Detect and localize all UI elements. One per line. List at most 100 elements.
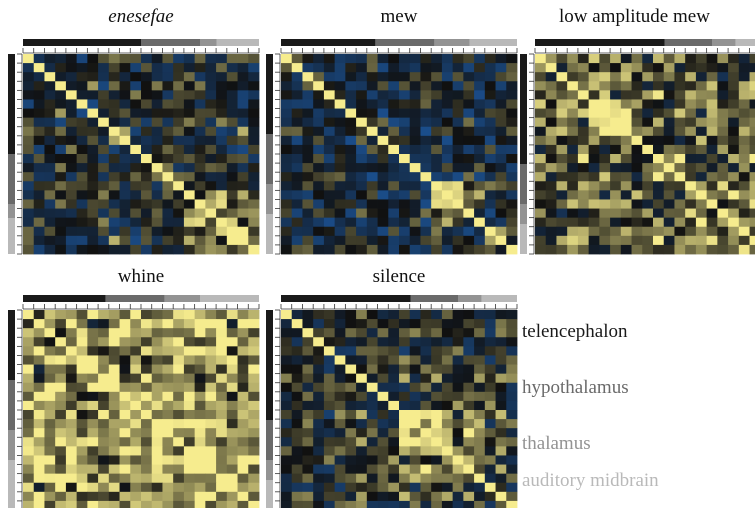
heatmap-cell bbox=[313, 90, 325, 100]
heatmap-cell bbox=[183, 99, 196, 109]
heatmap-cell bbox=[474, 199, 486, 209]
heatmap-cell bbox=[141, 446, 153, 456]
heatmap-cell bbox=[495, 163, 507, 173]
heatmap-cell bbox=[663, 126, 675, 137]
heatmap-cell bbox=[366, 190, 378, 200]
heatmap-cell bbox=[599, 99, 611, 109]
heatmap-cell bbox=[377, 337, 389, 347]
heatmap-cell bbox=[545, 235, 557, 246]
heatmap-cell bbox=[216, 400, 228, 411]
heatmap-cell bbox=[23, 410, 35, 420]
heatmap-cell bbox=[345, 244, 357, 255]
heatmap-cell bbox=[366, 337, 378, 347]
heatmap-cell bbox=[323, 328, 336, 338]
heatmap-cell bbox=[237, 117, 249, 128]
heatmap-cell bbox=[388, 181, 400, 191]
heatmap-cell bbox=[119, 90, 131, 100]
heatmap-cell bbox=[226, 54, 238, 64]
heatmap-cell bbox=[76, 208, 88, 219]
heatmap-cell bbox=[653, 244, 665, 255]
heatmap-cell bbox=[474, 154, 486, 164]
heatmap-cell bbox=[377, 190, 389, 200]
heatmap-cell bbox=[441, 81, 454, 91]
heatmap-cell bbox=[377, 382, 389, 393]
heatmap-cell bbox=[749, 217, 755, 228]
legend-auditory-midbrain: auditory midbrain bbox=[522, 470, 659, 491]
heatmap-cell bbox=[151, 400, 163, 411]
heatmap-cell bbox=[345, 428, 357, 438]
heatmap-cell bbox=[388, 54, 400, 64]
heatmap-cell bbox=[567, 154, 579, 164]
heatmap-cell bbox=[162, 144, 174, 155]
heatmap-cell bbox=[535, 208, 547, 219]
heatmap-cell bbox=[685, 72, 697, 82]
heatmap-cell bbox=[506, 117, 518, 128]
heatmap-cell bbox=[356, 373, 368, 384]
heatmap-cell bbox=[194, 428, 206, 438]
heatmap-cell bbox=[248, 63, 260, 73]
heatmap-cell bbox=[76, 437, 88, 447]
heatmap-cell bbox=[484, 346, 496, 356]
heatmap-cell bbox=[484, 99, 496, 109]
heatmap-cell bbox=[194, 482, 206, 493]
heatmap-cell bbox=[226, 364, 238, 375]
heatmap-cell bbox=[183, 190, 196, 200]
heatmap-cell bbox=[356, 464, 368, 475]
heatmap-cell bbox=[706, 154, 718, 164]
heatmap-cell bbox=[685, 226, 697, 237]
heatmap-cell bbox=[366, 446, 378, 456]
heatmap-cell bbox=[377, 410, 389, 420]
heatmap-cell bbox=[44, 464, 56, 475]
heatmap-cell bbox=[441, 208, 454, 219]
heatmap-cell bbox=[323, 81, 336, 91]
heatmap-cell bbox=[495, 473, 507, 484]
heatmap-cell bbox=[108, 63, 120, 73]
heatmap-cell bbox=[87, 72, 99, 82]
region-bar-left-auditory_midbrain bbox=[8, 218, 15, 254]
heatmap-cell bbox=[291, 63, 303, 73]
heatmap-cell bbox=[281, 81, 293, 91]
heatmap-cell bbox=[474, 355, 486, 365]
heatmap-cell bbox=[463, 99, 475, 109]
heatmap-cell bbox=[599, 144, 611, 155]
heatmap-cell bbox=[356, 491, 368, 502]
heatmap-cell bbox=[388, 319, 400, 329]
heatmap-cell bbox=[463, 455, 475, 465]
heatmap-cell bbox=[162, 135, 174, 146]
heatmap-cell bbox=[33, 181, 45, 191]
heatmap-cell bbox=[65, 199, 78, 209]
heatmap-cell bbox=[248, 208, 260, 219]
heatmap-cell bbox=[738, 172, 750, 182]
heatmap-cell bbox=[420, 226, 432, 237]
heatmap-cell bbox=[65, 355, 78, 365]
heatmap-cell bbox=[323, 144, 336, 155]
heatmap-cell bbox=[281, 500, 293, 508]
heatmap-cell bbox=[441, 455, 454, 465]
heatmap-cell bbox=[610, 54, 622, 64]
heatmap-cell bbox=[431, 163, 443, 173]
heatmap-cell bbox=[162, 464, 174, 475]
heatmap-cell bbox=[248, 355, 260, 365]
heatmap-cell bbox=[183, 491, 196, 502]
heatmap-cell bbox=[55, 391, 67, 402]
heatmap-cell bbox=[237, 310, 249, 320]
heatmap-cell bbox=[313, 154, 325, 164]
heatmap-cell bbox=[749, 90, 755, 100]
heatmap-cell bbox=[388, 446, 400, 456]
heatmap-cell bbox=[728, 144, 740, 155]
heatmap-cell bbox=[226, 410, 238, 420]
heatmap-cell bbox=[484, 108, 496, 119]
heatmap-cell bbox=[44, 72, 56, 82]
heatmap-cell bbox=[87, 226, 99, 237]
heatmap-cell bbox=[65, 163, 78, 173]
heatmap-cell bbox=[431, 446, 443, 456]
heatmap-cell bbox=[441, 373, 454, 384]
heatmap-cell bbox=[545, 117, 557, 128]
heatmap-cell bbox=[65, 217, 78, 228]
heatmap-cell bbox=[695, 90, 708, 100]
heatmap-cell bbox=[495, 199, 507, 209]
heatmap-cell bbox=[194, 72, 206, 82]
heatmap-cell bbox=[728, 63, 740, 73]
heatmap-cell bbox=[162, 455, 174, 465]
heatmap-cell bbox=[87, 217, 99, 228]
